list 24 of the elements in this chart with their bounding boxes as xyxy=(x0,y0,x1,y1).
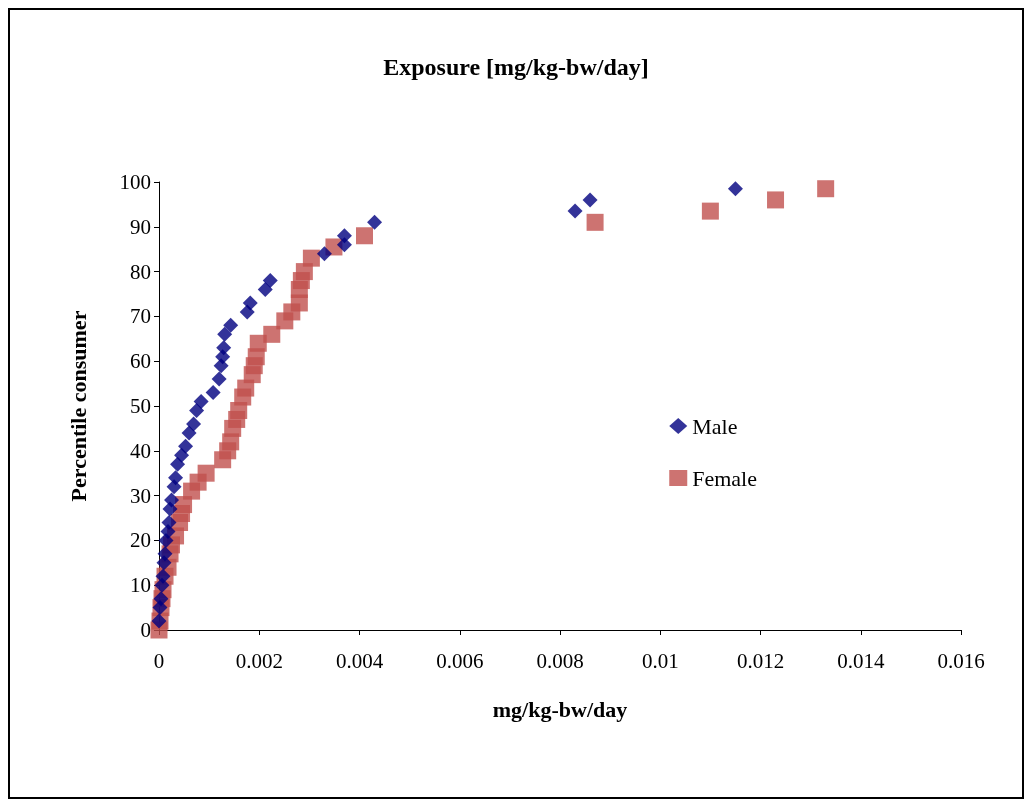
x-tick-label: 0.016 xyxy=(937,648,985,673)
x-axis-title: mg/kg-bw/day xyxy=(492,696,628,722)
y-tick-label: 90 xyxy=(130,214,151,239)
y-tick-label: 20 xyxy=(130,528,151,553)
chart-title: Exposure [mg/kg-bw/day] xyxy=(383,54,649,80)
x-tick-label: 0.008 xyxy=(536,648,584,673)
x-tick-label: 0.006 xyxy=(436,648,484,673)
y-tick-label: 60 xyxy=(130,349,151,374)
x-tick-label: 0.014 xyxy=(837,648,885,673)
y-tick-label: 10 xyxy=(130,573,151,598)
y-tick-label: 50 xyxy=(130,394,151,418)
x-tick-label: 0.004 xyxy=(335,648,384,673)
y-tick-label: 0 xyxy=(140,618,151,642)
legend-label: Female xyxy=(692,465,758,491)
x-tick-label: 0.01 xyxy=(641,648,679,673)
x-tick-label: 0.002 xyxy=(235,648,283,673)
y-axis-title: Percentile consumer xyxy=(65,310,91,502)
y-tick-label: 70 xyxy=(130,304,151,329)
x-tick-label: 0.012 xyxy=(736,648,785,673)
y-tick-label: 40 xyxy=(130,438,151,463)
y-tick-label: 100 xyxy=(119,170,151,194)
y-tick-label: 30 xyxy=(130,483,151,508)
y-tick-label: 80 xyxy=(130,259,151,284)
legend-label: Male xyxy=(692,413,738,439)
